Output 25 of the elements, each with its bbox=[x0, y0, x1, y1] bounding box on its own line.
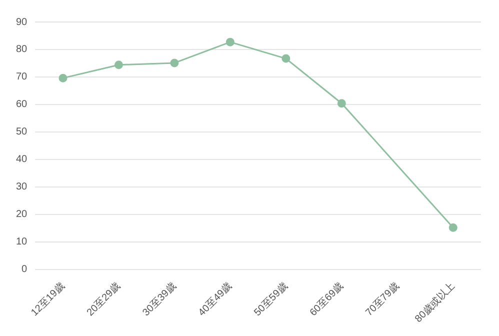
point bbox=[58, 74, 68, 82]
point bbox=[282, 54, 290, 63]
x-tick-label: 20至29歲 bbox=[84, 280, 123, 319]
x-tick-label: 40至49歲 bbox=[196, 280, 234, 319]
y-tick-label: 10 bbox=[16, 236, 28, 248]
point bbox=[337, 99, 346, 108]
point bbox=[448, 223, 458, 232]
y-tick-label: 40 bbox=[16, 154, 28, 166]
x-tick-label: 80歲或以上 bbox=[412, 280, 458, 325]
y-tick-label: 60 bbox=[16, 99, 28, 110]
y-tick-label: 20 bbox=[16, 209, 28, 220]
x-tick-label: 12至19歲 bbox=[28, 280, 68, 319]
x-tick-label: 60至69歲 bbox=[307, 280, 346, 319]
point bbox=[170, 58, 179, 68]
point bbox=[114, 60, 123, 70]
y-tick-label: 70 bbox=[16, 72, 28, 83]
y-tick-label: 80 bbox=[16, 44, 28, 56]
x-tick-label: 30至39歲 bbox=[140, 280, 179, 319]
x-tick-label: 70至79歲 bbox=[363, 280, 402, 319]
point bbox=[226, 38, 234, 46]
y-tick-label: 30 bbox=[16, 182, 28, 193]
y-tick-label: 0 bbox=[22, 264, 28, 276]
y-tick-label: 50 bbox=[16, 126, 28, 138]
x-tick-label: 50至59歲 bbox=[252, 280, 290, 319]
y-tick-label: 90 bbox=[16, 16, 28, 28]
